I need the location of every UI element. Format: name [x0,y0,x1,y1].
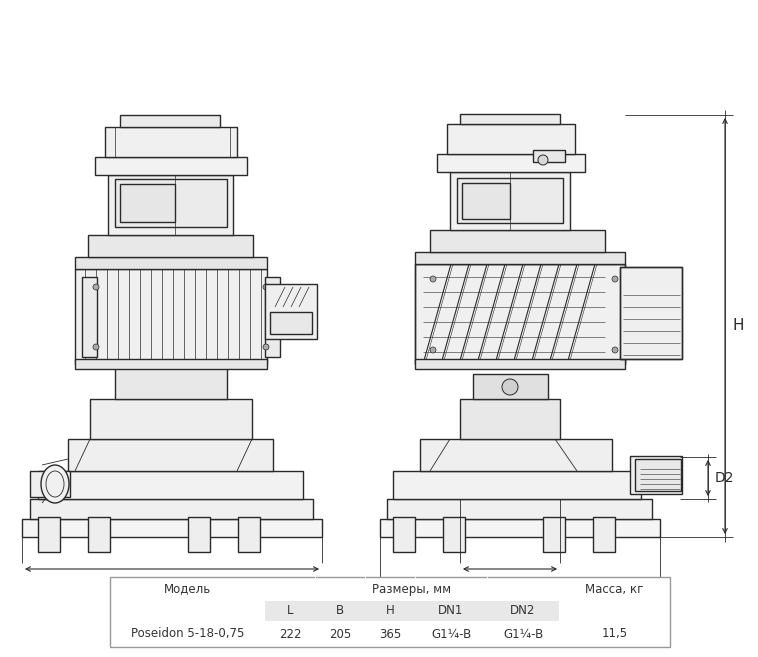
Circle shape [263,284,269,290]
Bar [265,277,280,357]
Text: DN1: DN1 [438,604,464,618]
Bar [22,519,322,537]
Text: Poseidon 5-18-0,75: Poseidon 5-18-0,75 [131,627,244,641]
Bar [543,517,565,552]
Bar [238,517,260,552]
Bar [380,519,660,537]
Text: B: B [167,577,177,592]
Bar [188,517,210,552]
Bar [393,517,415,552]
Bar [415,252,625,264]
Text: D1: D1 [500,577,520,591]
Bar [82,277,97,357]
Ellipse shape [41,465,69,503]
Bar [437,154,585,172]
Bar [30,499,313,519]
Bar [415,359,625,369]
Bar [68,439,273,471]
Circle shape [430,347,436,353]
Bar [115,179,227,227]
Bar [447,124,575,154]
Bar [620,267,682,359]
Bar [95,157,247,175]
Circle shape [612,347,618,353]
Circle shape [538,155,548,165]
Bar [473,374,548,399]
Bar [533,150,565,162]
Bar [270,312,312,334]
Bar [120,184,175,222]
Text: L: L [287,604,293,618]
Bar [630,456,682,494]
Bar [415,264,625,364]
Circle shape [430,276,436,282]
Bar [430,230,605,252]
Bar [90,399,252,439]
Bar [460,399,560,439]
Text: Размеры, мм: Размеры, мм [372,583,452,595]
Bar [110,577,670,647]
Bar [593,517,615,552]
Bar [75,257,267,269]
Bar [88,517,110,552]
Bar [115,364,227,399]
Circle shape [93,284,99,290]
Text: H: H [732,319,744,334]
Circle shape [93,344,99,350]
Bar [108,175,233,235]
Text: H: H [386,604,394,618]
Bar [460,114,560,124]
Bar [450,172,570,230]
Text: Масса, кг: Масса, кг [585,583,644,595]
Text: 11,5: 11,5 [601,627,628,641]
Bar [387,499,652,519]
Bar [120,115,220,127]
Text: G1¼-B: G1¼-B [431,627,471,641]
Bar [75,269,267,364]
Bar [265,601,559,621]
Text: 365: 365 [379,627,401,641]
Bar [88,235,253,257]
Bar [635,459,681,491]
Text: DN2: DN2 [510,604,536,618]
Bar [30,471,70,497]
Text: 205: 205 [329,627,351,641]
Bar [75,359,267,369]
Text: Модель: Модель [164,583,211,595]
Text: D2: D2 [715,471,735,485]
Bar [457,178,563,223]
Bar [105,127,237,157]
Bar [38,517,60,552]
Circle shape [612,276,618,282]
Circle shape [502,379,518,395]
Bar [420,439,612,471]
Text: L: L [515,592,525,607]
Text: B: B [336,604,344,618]
Bar [620,267,682,359]
Bar [462,183,510,219]
Circle shape [263,344,269,350]
Bar [415,264,625,364]
Bar [38,471,303,499]
Bar [393,471,641,499]
Bar [443,517,465,552]
Text: G1¼-B: G1¼-B [503,627,543,641]
Text: 222: 222 [279,627,301,641]
Bar [265,284,317,339]
